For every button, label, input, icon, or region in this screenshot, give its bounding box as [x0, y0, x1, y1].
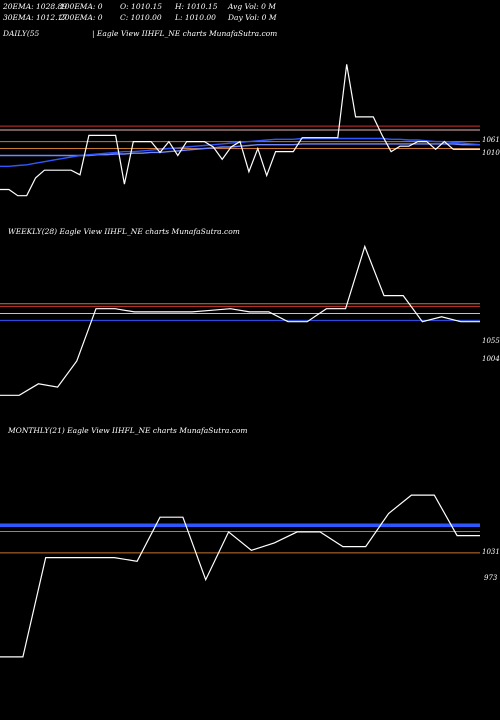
header-ema100: 100EMA: 0 — [60, 2, 103, 11]
header-ema30: 30EMA: 1012.17 — [3, 13, 68, 22]
header-avgvol: Avg Vol: 0 M — [228, 2, 276, 11]
header-open: O: 1010.15 — [120, 2, 163, 11]
daily-price-line — [0, 64, 480, 197]
header-dayvol: Day Vol: 0 M — [228, 13, 277, 22]
daily-panel-title: | Eagle View IIHFL_NE charts MunafaSutra… — [92, 29, 278, 38]
header-high: H: 1010.15 — [175, 2, 218, 11]
daily-price-label-2: 1010 — [482, 149, 500, 157]
weekly-price-label-1: 1055 — [482, 337, 500, 345]
monthly-price-label-1: 1031 — [482, 548, 500, 556]
weekly-price-line — [0, 244, 480, 396]
monthly-panel-label: MONTHLY(21) Eagle View IIHFL_NE charts M… — [8, 426, 248, 435]
monthly-price-line — [0, 494, 480, 658]
daily-panel-label: DAILY(55 — [3, 29, 40, 38]
header-ema200: 200EMA: 0 — [60, 13, 103, 22]
header-close: C: 1010.00 — [120, 13, 162, 22]
header-low: L: 1010.00 — [175, 13, 216, 22]
monthly-price-label-2: 973 — [484, 574, 498, 582]
header-ema20: 20EMA: 1028.89 — [3, 2, 68, 11]
weekly-price-label-2: 1004 — [482, 355, 500, 363]
daily-price-label-1: 1061 — [482, 136, 500, 144]
weekly-panel-label: WEEKLY(28) Eagle View IIHFL_NE charts Mu… — [8, 227, 240, 236]
